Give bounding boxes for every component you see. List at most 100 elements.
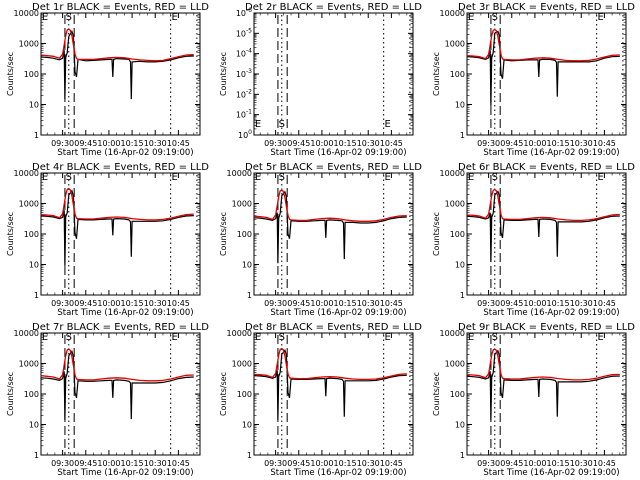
y-tick-label: 1	[34, 451, 39, 460]
y-tick-label: 10000	[14, 329, 39, 338]
x-tick-label: 10:45	[167, 459, 190, 468]
marker-label-s: S	[492, 332, 498, 343]
y-tick-label: 100	[24, 230, 39, 239]
y-tick-label: 10000	[440, 329, 465, 338]
panel-title: Det 9r BLACK = Events, RED = LLD	[458, 322, 635, 333]
x-tick-label: 10:45	[380, 299, 403, 308]
y-tick-label: 100	[450, 70, 465, 79]
marker-label-e: E	[255, 119, 261, 130]
x-axis-label: Start Time (16-Apr-02 09:19:00)	[270, 308, 406, 318]
series-line-lld	[40, 348, 194, 382]
marker-label-e: E	[42, 332, 48, 343]
panel-title: Det 3r BLACK = Events, RED = LLD	[458, 2, 635, 13]
y-tick-label: 1	[34, 131, 39, 140]
y-tick-label: 10	[29, 421, 39, 430]
y-axis-label: Counts/sec	[6, 372, 15, 416]
x-axis-label: Start Time (16-Apr-02 09:19:00)	[57, 468, 193, 478]
y-tick-label: 10	[455, 421, 465, 430]
x-tick-label: 09:45	[287, 459, 310, 468]
y-axis-label: Counts/sec	[219, 372, 228, 416]
x-tick-label: 09:30	[264, 459, 287, 468]
y-axis-label: Counts/sec	[6, 212, 15, 256]
marker-label-e: E	[598, 172, 604, 183]
series-line-events	[253, 190, 407, 264]
x-tick-label: 10:30	[144, 139, 167, 148]
x-tick-label: 10:30	[357, 459, 380, 468]
y-tick-label: 1000	[445, 40, 465, 49]
panel-title: Det 8r BLACK = Events, RED = LLD	[245, 322, 422, 333]
x-tick-label: 10:00	[310, 459, 333, 468]
x-tick-label: 10:45	[167, 139, 190, 148]
x-axis-label: Start Time (16-Apr-02 09:19:00)	[57, 148, 193, 158]
x-tick-label: 09:45	[74, 299, 97, 308]
y-tick-label: 10	[29, 101, 39, 110]
x-axis-label: Start Time (16-Apr-02 09:19:00)	[270, 148, 406, 158]
panel-4: Det 4r BLACK = Events, RED = LLD 1 10 100 10…	[6, 162, 209, 318]
x-axis-label: Start Time (16-Apr-02 09:19:00)	[483, 308, 619, 318]
y-tick-label: 10-2	[236, 88, 252, 99]
panel-3: Det 3r BLACK = Events, RED = LLD 1 10 100 10…	[432, 2, 635, 158]
y-tick-label: 1000	[19, 360, 39, 369]
x-tick-label: 10:15	[334, 299, 357, 308]
panel-7: Det 7r BLACK = Events, RED = LLD 1 10 100 10…	[6, 322, 209, 478]
y-tick-label: 10-6	[236, 7, 252, 18]
x-tick-label: 10:15	[547, 299, 570, 308]
x-tick-label: 09:30	[477, 139, 500, 148]
x-tick-label: 10:30	[570, 459, 593, 468]
x-tick-label: 10:00	[523, 139, 546, 148]
y-tick-label: 10	[29, 261, 39, 270]
y-tick-label: 1000	[19, 40, 39, 49]
panel-title: Det 4r BLACK = Events, RED = LLD	[32, 162, 209, 173]
x-tick-label: 10:15	[547, 459, 570, 468]
y-tick-label: 10	[242, 421, 252, 430]
marker-label-e: E	[468, 12, 474, 23]
x-tick-label: 09:30	[51, 139, 74, 148]
y-tick-label: 10	[455, 261, 465, 270]
panel-title: Det 6r BLACK = Events, RED = LLD	[458, 162, 635, 173]
x-tick-label: 10:15	[334, 139, 357, 148]
x-tick-label: 09:30	[264, 299, 287, 308]
series-line-events	[466, 30, 620, 106]
y-axis-label: Counts/sec	[432, 52, 441, 96]
marker-label-e: E	[172, 172, 178, 183]
series-line-events	[40, 189, 194, 266]
x-tick-label: 10:45	[593, 459, 616, 468]
y-tick-label: 100	[24, 390, 39, 399]
panel-1: Det 1r BLACK = Events, RED = LLD 1 10 100 10…	[6, 2, 209, 158]
marker-label-s: S	[66, 172, 72, 183]
marker-label-e: E	[385, 119, 391, 130]
x-tick-label: 10:00	[310, 299, 333, 308]
x-tick-label: 10:30	[144, 459, 167, 468]
y-tick-label: 1000	[19, 200, 39, 209]
y-tick-label: 10000	[227, 169, 252, 178]
y-tick-label: 1000	[445, 200, 465, 209]
y-tick-label: 10000	[440, 169, 465, 178]
x-tick-label: 09:30	[477, 459, 500, 468]
y-tick-label: 1000	[445, 360, 465, 369]
series-line-events	[466, 190, 620, 263]
y-tick-label: 1	[247, 291, 252, 300]
x-tick-label: 10:00	[97, 459, 120, 468]
marker-label-s: S	[279, 332, 285, 343]
y-tick-label: 1	[460, 131, 465, 140]
marker-label-s: S	[66, 12, 72, 23]
marker-label-s: S	[66, 332, 72, 343]
x-tick-label: 10:45	[380, 459, 403, 468]
x-axis-label: Start Time (16-Apr-02 09:19:00)	[57, 308, 193, 318]
y-tick-label: 100	[238, 129, 252, 140]
marker-label-s: S	[279, 119, 285, 130]
series-line-events	[40, 30, 194, 100]
panel-title: Det 5r BLACK = Events, RED = LLD	[245, 162, 422, 173]
x-tick-label: 10:15	[547, 139, 570, 148]
x-tick-label: 10:45	[593, 299, 616, 308]
y-axis-label: Counts/sec	[219, 52, 228, 96]
y-tick-label: 1	[34, 291, 39, 300]
x-tick-label: 10:15	[121, 299, 144, 308]
x-tick-label: 10:30	[357, 299, 380, 308]
y-axis-label: Counts/sec	[6, 52, 15, 96]
x-tick-label: 10:45	[167, 299, 190, 308]
panel-9: Det 9r BLACK = Events, RED = LLD 1 10 100 10…	[432, 322, 635, 478]
marker-label-s: S	[492, 12, 498, 23]
